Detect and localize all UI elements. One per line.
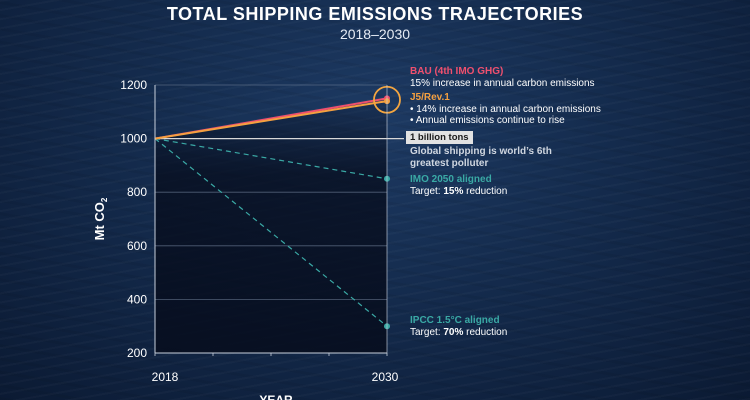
ipcc-target: Target: 70% reduction xyxy=(410,327,507,339)
bau-label: BAU (4th IMO GHG) xyxy=(410,66,504,77)
y-tick-label-400: 400 xyxy=(127,292,147,306)
imo-target-suffix: reduction xyxy=(463,185,508,197)
series-line-1 xyxy=(154,100,388,140)
x-tick-label-2018: 2018 xyxy=(152,370,179,384)
bau-annotation: BAU (4th IMO GHG) 15% increase in annual… xyxy=(410,66,595,89)
y-axis-label-subscript: 2 xyxy=(100,197,109,202)
ipcc-target-suffix: reduction xyxy=(463,326,508,338)
chart-title: TOTAL SHIPPING EMISSIONS TRAJECTORIES xyxy=(166,4,584,24)
y-axis-label-main: Mt CO xyxy=(92,202,107,240)
plot-backdrop xyxy=(155,98,387,354)
polluter-note: Global shipping is world’s 6th greatest … xyxy=(410,146,552,169)
bau-description: 15% increase in annual carbon emissions xyxy=(410,77,595,89)
series-line-3 xyxy=(154,138,388,327)
polluter-line-1: Global shipping is world’s 6th xyxy=(410,146,552,157)
j5-annotation: J5/Rev.1 • 14% increase in annual carbon… xyxy=(410,92,601,127)
x-axis-label: YEAR xyxy=(259,393,293,400)
y-tick-label-1000: 1000 xyxy=(120,132,147,146)
j5-bullet-1: • 14% increase in annual carbon emission… xyxy=(410,103,601,115)
billion-tons-tag: 1 billion tons xyxy=(406,131,473,144)
series-line-2 xyxy=(154,138,388,180)
y-tick-label-600: 600 xyxy=(127,239,147,253)
j5-label: J5/Rev.1 xyxy=(410,92,450,103)
y-tick-label-200: 200 xyxy=(127,346,147,360)
ipcc-label: IPCC 1.5°C aligned xyxy=(410,315,500,326)
ipcc-annotation: IPCC 1.5°C aligned Target: 70% reduction xyxy=(410,315,507,338)
imo-annotation: IMO 2050 aligned Target: 15% reduction xyxy=(410,174,507,197)
y-axis-label: Mt CO2 xyxy=(92,197,109,240)
polluter-line-2: greatest polluter xyxy=(410,157,489,169)
imo-target-percent: 15% xyxy=(443,185,464,197)
ipcc-target-percent: 70% xyxy=(443,326,464,338)
y-tick-label-800: 800 xyxy=(127,185,147,199)
imo-label: IMO 2050 aligned xyxy=(410,174,492,185)
x-tick-label-2030: 2030 xyxy=(372,370,399,384)
chart-subtitle: 2018–2030 xyxy=(339,26,411,42)
imo-target-prefix: Target: xyxy=(410,185,444,197)
y-tick-label-1200: 1200 xyxy=(120,78,147,92)
imo-target: Target: 15% reduction xyxy=(410,186,507,198)
j5-bullet-2: • Annual emissions continue to rise xyxy=(410,115,565,126)
ipcc-target-prefix: Target: xyxy=(410,326,444,338)
